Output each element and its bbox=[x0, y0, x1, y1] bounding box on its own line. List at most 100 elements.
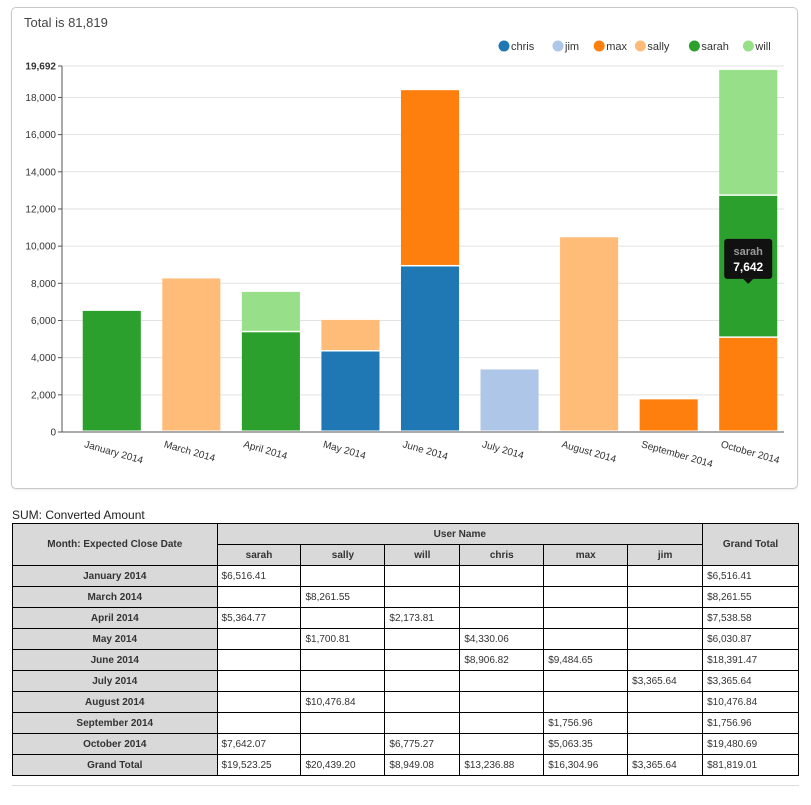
table-cell: $10,476.84 bbox=[300, 691, 386, 713]
y-tick-label: 12,000 bbox=[25, 204, 56, 215]
table-cell: $6,775.27 bbox=[384, 733, 461, 755]
column-header-sally: sally bbox=[300, 544, 386, 566]
x-tick-label: January 2014 bbox=[83, 439, 145, 466]
column-header-jim: jim bbox=[627, 544, 704, 566]
x-tick-label: May 2014 bbox=[322, 439, 368, 462]
bar-segment-sally bbox=[560, 237, 619, 431]
table-cell: $6,516.41 bbox=[702, 565, 799, 587]
table-cell bbox=[384, 628, 461, 650]
table-cell bbox=[216, 712, 302, 734]
table-cell bbox=[543, 565, 629, 587]
y-tick-label: 16,000 bbox=[25, 130, 56, 141]
bar-segment-will bbox=[719, 69, 778, 195]
legend-swatch bbox=[634, 40, 646, 52]
bar-segment-max bbox=[719, 337, 778, 431]
x-tick-label: June 2014 bbox=[401, 439, 449, 463]
column-header-max: max bbox=[543, 544, 629, 566]
tooltip: sarah 7,642 bbox=[724, 238, 773, 284]
row-dimension-header: Month: Expected Close Date bbox=[12, 523, 218, 566]
legend-item-max: max bbox=[593, 40, 627, 53]
table-cell: $7,538.58 bbox=[702, 607, 799, 629]
table-cell bbox=[459, 565, 545, 587]
x-tick-label: September 2014 bbox=[640, 439, 715, 470]
tooltip-pointer bbox=[743, 278, 754, 284]
bar-segment-chris bbox=[321, 351, 380, 431]
table-cell bbox=[216, 649, 302, 671]
table-cell: $8,261.55 bbox=[702, 586, 799, 608]
x-tick-label: April 2014 bbox=[242, 439, 289, 462]
table-cell: $4,330.06 bbox=[459, 628, 545, 650]
bar-segment-jim bbox=[480, 369, 539, 431]
table-cell bbox=[627, 565, 704, 587]
legend-swatch bbox=[498, 40, 510, 52]
table-cell: $8,949.08 bbox=[384, 754, 461, 776]
table-cell: $5,364.77 bbox=[216, 607, 302, 629]
row-label: March 2014 bbox=[12, 586, 218, 608]
table-cell: $10,476.84 bbox=[702, 691, 799, 713]
table-cell: $9,484.65 bbox=[543, 649, 629, 671]
column-header-sarah: sarah bbox=[216, 544, 302, 566]
stacked-bar-chart: 0 2,000 4,000 6,000 8,000 10,000 12,000 14,000 1… bbox=[25, 40, 784, 470]
row-label: July 2014 bbox=[12, 670, 218, 692]
row-label: August 2014 bbox=[12, 691, 218, 713]
chart-total-title: Total is 81,819 bbox=[24, 15, 108, 30]
table-cell: $19,480.69 bbox=[702, 733, 799, 755]
legend-item-will: will bbox=[742, 40, 771, 53]
row-label: September 2014 bbox=[12, 712, 218, 734]
table-cell bbox=[627, 649, 704, 671]
pivot-table: Month: Expected Close Date User Name Gra… bbox=[12, 523, 799, 776]
row-label: June 2014 bbox=[12, 649, 218, 671]
bar-segment-sally bbox=[321, 319, 380, 351]
row-label: Grand Total bbox=[12, 754, 218, 776]
column-header-will: will bbox=[384, 544, 461, 566]
bar-segment-sally bbox=[162, 278, 221, 431]
table-cell bbox=[543, 691, 629, 713]
table-row: June 2014 $8,906.82 $9,484.65 $18,391.47 bbox=[12, 649, 799, 671]
row-label: April 2014 bbox=[12, 607, 218, 629]
legend-swatch bbox=[742, 40, 754, 52]
table-caption: SUM: Converted Amount bbox=[12, 508, 145, 522]
y-tick-label: 4,000 bbox=[31, 353, 56, 364]
table-cell bbox=[543, 607, 629, 629]
table-cell: $8,906.82 bbox=[459, 649, 545, 671]
table-cell: $13,236.88 bbox=[459, 754, 545, 776]
tooltip-series: sarah bbox=[734, 246, 764, 258]
grand-total-row: Grand Total $19,523.25 $20,439.20 $8,949.08… bbox=[12, 754, 799, 776]
bar-segment-sarah bbox=[82, 310, 141, 431]
row-label: May 2014 bbox=[12, 628, 218, 650]
table-cell bbox=[384, 649, 461, 671]
table-row: October 2014 $7,642.07 $6,775.27 $5,063.35 $… bbox=[12, 733, 799, 755]
table-cell bbox=[384, 586, 461, 608]
table-cell: $7,642.07 bbox=[216, 733, 302, 755]
table-cell bbox=[543, 628, 629, 650]
y-tick-label: 6,000 bbox=[31, 316, 56, 327]
table-cell bbox=[627, 712, 704, 734]
legend-item-chris: chris bbox=[498, 40, 535, 53]
table-cell bbox=[543, 586, 629, 608]
table-cell: $1,700.81 bbox=[300, 628, 386, 650]
row-label: January 2014 bbox=[12, 565, 218, 587]
y-tick-label: 2,000 bbox=[31, 390, 56, 401]
y-tick-label: 19,692 bbox=[25, 62, 56, 73]
table-cell: $19,523.25 bbox=[216, 754, 302, 776]
table-cell bbox=[216, 670, 302, 692]
table-cell bbox=[300, 565, 386, 587]
bar-segment-max bbox=[400, 90, 460, 265]
legend-label: jim bbox=[564, 41, 579, 53]
legend-swatch bbox=[593, 40, 605, 52]
legend-item-sarah: sarah bbox=[688, 40, 729, 53]
table-cell bbox=[627, 691, 704, 713]
y-tick-label: 8,000 bbox=[31, 279, 56, 290]
table-cell bbox=[459, 733, 545, 755]
y-tick-label: 18,000 bbox=[25, 93, 56, 104]
table-cell bbox=[459, 712, 545, 734]
table-row: September 2014 $1,756.96 $1,756.96 bbox=[12, 712, 799, 734]
table-row: May 2014 $1,700.81 $4,330.06 $6,030.87 bbox=[12, 628, 799, 650]
table-cell bbox=[300, 670, 386, 692]
x-tick-label: October 2014 bbox=[719, 439, 781, 466]
table-row: August 2014 $10,476.84 $10,476.84 bbox=[12, 691, 799, 713]
legend-item-jim: jim bbox=[552, 40, 579, 53]
grand-total-header: Grand Total bbox=[702, 523, 799, 566]
legend-label: max bbox=[606, 41, 627, 53]
table-cell bbox=[216, 628, 302, 650]
